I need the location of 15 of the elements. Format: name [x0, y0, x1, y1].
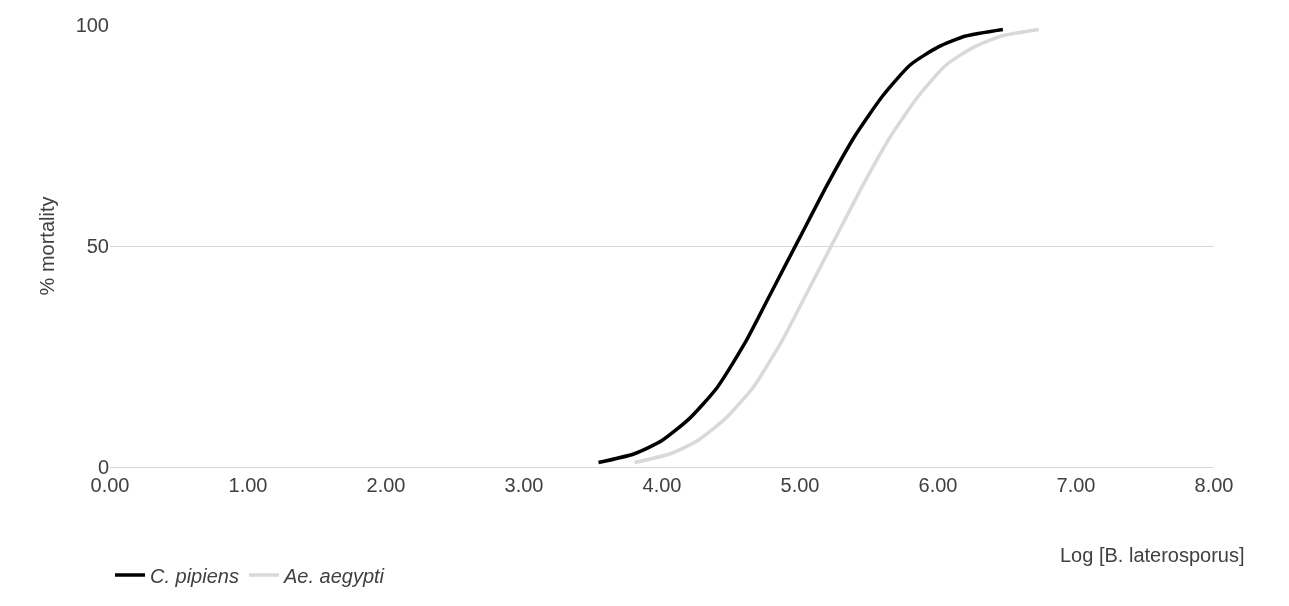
y-tick-label: 50: [86, 235, 109, 257]
x-tick-label: 7.00: [1056, 474, 1096, 496]
x-tick-label: 6.00: [918, 474, 958, 496]
legend-label: Ae. aegypti: [282, 564, 385, 587]
x-tick-label: 8.00: [1194, 474, 1234, 496]
x-axis-title: Log [B. laterosporus]: [1060, 544, 1245, 566]
y-tick-label: 100: [75, 14, 109, 36]
x-tick-label: 4.00: [642, 474, 682, 496]
legend-label: C. pipiens: [150, 564, 239, 587]
x-tick-label: 3.00: [504, 474, 544, 496]
x-tick-label: 2.00: [366, 474, 406, 496]
x-tick-label: 5.00: [780, 474, 820, 496]
y-axis-title: % mortality: [36, 196, 59, 296]
x-tick-label: 1.00: [228, 474, 268, 496]
line-series: [596, 27, 1005, 465]
